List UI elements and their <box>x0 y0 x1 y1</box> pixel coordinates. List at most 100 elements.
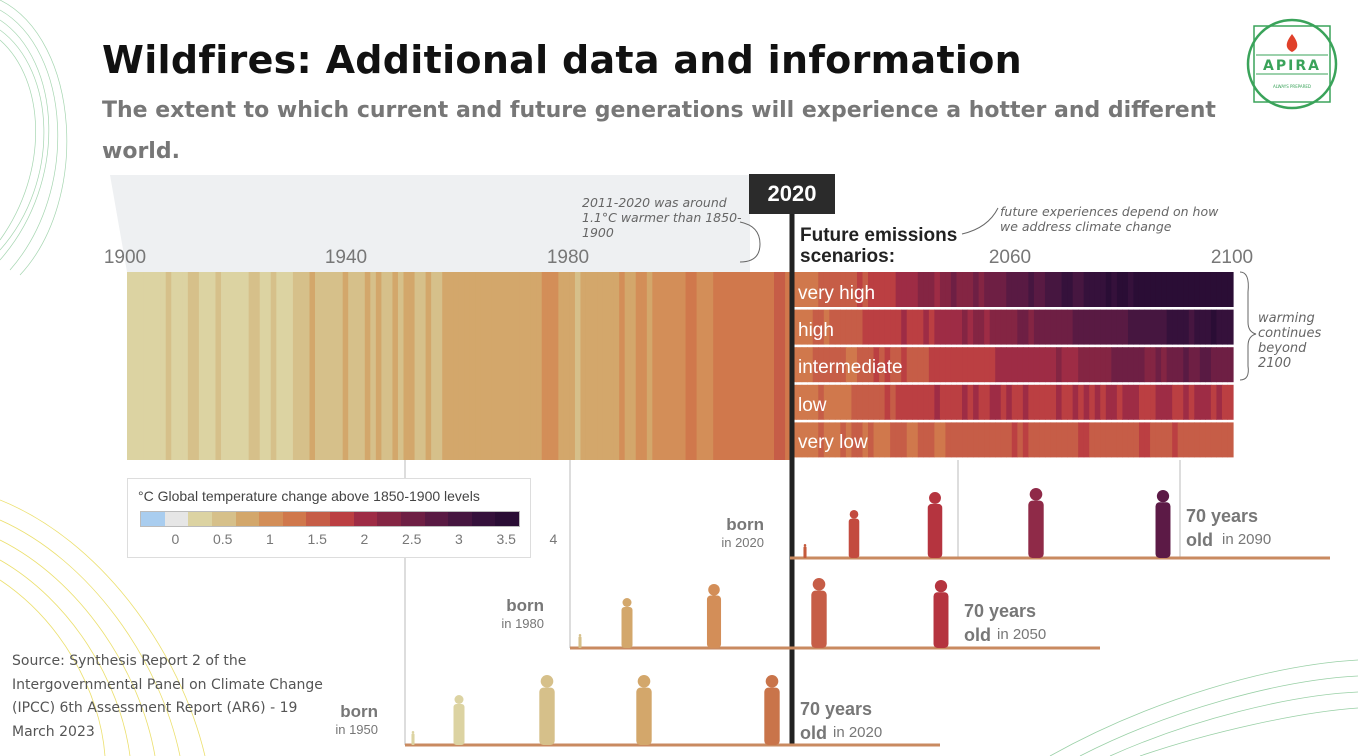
scenario-stripe <box>1083 384 1090 420</box>
legend-swatch <box>353 512 378 526</box>
historic-stripe <box>303 272 311 460</box>
historic-stripe <box>635 272 642 460</box>
scenario-stripe <box>1205 384 1212 420</box>
scenario-stripe <box>901 272 908 307</box>
bottom-right-arcs <box>1049 659 1358 756</box>
person-body <box>927 503 943 558</box>
historic-stripe <box>724 272 731 460</box>
scenario-stripe <box>1216 272 1223 307</box>
scenario-stripe <box>1100 309 1107 345</box>
scenario-stripe <box>912 347 919 383</box>
historic-stripe <box>508 272 515 460</box>
scenario-stripe <box>973 309 980 345</box>
scenario-stripe <box>1100 422 1107 458</box>
legend-swatch <box>400 512 425 526</box>
scenario-stripe <box>834 422 841 458</box>
scenario-stripe <box>1188 272 1195 307</box>
scenario-stripe <box>1194 309 1201 345</box>
scenario-stripe <box>1061 309 1068 345</box>
scenario-stripe <box>923 347 930 383</box>
historic-stripe <box>364 272 371 460</box>
scenario-stripe <box>1006 309 1013 345</box>
scenario-stripe <box>890 384 897 420</box>
scenario-stripe <box>801 384 808 420</box>
scenario-stripe <box>818 384 825 420</box>
scenario-stripe <box>962 309 969 345</box>
historic-stripe <box>514 272 521 460</box>
scenario-stripe <box>1017 422 1024 458</box>
historic-stripe <box>193 272 200 460</box>
scenario-stripe <box>901 384 908 420</box>
person-icon <box>411 731 415 734</box>
scenario-stripe <box>851 272 858 307</box>
scenario-stripe <box>945 347 952 383</box>
scenario-stripe <box>1155 309 1162 345</box>
cohort-2020-born: born in 2020 <box>721 515 764 551</box>
scenario-stripe <box>807 309 814 345</box>
historic-stripe <box>774 272 781 460</box>
scenario-stripe <box>1161 422 1168 458</box>
historic-stripe <box>359 272 366 460</box>
legend-swatch <box>330 512 354 526</box>
scenario-stripe <box>812 422 819 458</box>
scenario-stripe <box>1122 384 1129 420</box>
axis-tick-2100: 2100 <box>1210 247 1254 268</box>
scenario-stripe <box>1138 422 1146 458</box>
legend-swatch <box>141 512 165 526</box>
brace-icon <box>1239 271 1257 381</box>
scenario-stripe <box>796 309 803 345</box>
scenario-stripe <box>1194 347 1201 383</box>
scenario-stripe <box>845 347 853 383</box>
scenario-stripe <box>967 384 974 420</box>
historic-stripe <box>525 272 532 460</box>
historic-stripe <box>624 272 631 460</box>
scenario-stripe <box>1022 309 1029 345</box>
historic-stripe <box>768 272 775 460</box>
scenario-stripe <box>995 422 1002 458</box>
scenario-stripe <box>1188 309 1195 345</box>
scenario-stripe <box>1177 272 1184 307</box>
person-icon <box>622 598 632 607</box>
cohort-1980-old-year: in 2050 <box>997 626 1047 643</box>
scenario-stripe <box>1061 272 1068 307</box>
scenario-stripe <box>812 272 819 307</box>
scenario-stripe <box>1210 309 1218 345</box>
scenario-stripe <box>873 272 880 307</box>
axis-tick-1980: 1980 <box>546 247 590 268</box>
axis-tick-1940: 1940 <box>324 247 368 268</box>
scenario-stripe <box>906 384 913 420</box>
historic-stripe <box>685 272 692 460</box>
scenario-stripe <box>1144 272 1151 307</box>
scenario-stripe <box>862 309 869 345</box>
historic-stripe <box>691 272 698 460</box>
scenario-stripe <box>845 309 853 345</box>
historic-stripe <box>143 272 150 460</box>
scenario-stripe <box>978 309 985 345</box>
scenario-stripe <box>912 272 919 307</box>
scenario-stripe <box>1221 384 1229 420</box>
scenario-stripe <box>840 422 847 458</box>
scenario-stripe <box>818 422 825 458</box>
scenario-stripe <box>1172 422 1179 458</box>
legend-title: °C Global temperature change above 1850-… <box>138 488 480 504</box>
historic-stripe <box>326 272 333 460</box>
scenario-stripe <box>989 272 996 307</box>
scenario-stripe <box>962 422 969 458</box>
scenario-stripe <box>823 422 830 458</box>
scenario-stripe <box>1044 422 1052 458</box>
scenario-stripe <box>840 347 847 383</box>
scenario-stripe <box>1028 309 1035 345</box>
scenario-stripe <box>890 347 897 383</box>
scenario-stripe <box>1006 347 1013 383</box>
legend-tick: 3 <box>455 531 463 547</box>
scenario-stripe <box>884 384 891 420</box>
scenario-stripe <box>879 422 886 458</box>
historic-stripe <box>608 272 615 460</box>
scenario-stripe <box>1033 272 1041 307</box>
scenario-stripe <box>851 309 858 345</box>
historic-stripe <box>630 272 637 460</box>
legend-swatch <box>424 512 449 526</box>
scenario-stripe <box>1150 384 1157 420</box>
person-body <box>411 733 415 745</box>
scenario-stripe <box>1227 422 1234 458</box>
